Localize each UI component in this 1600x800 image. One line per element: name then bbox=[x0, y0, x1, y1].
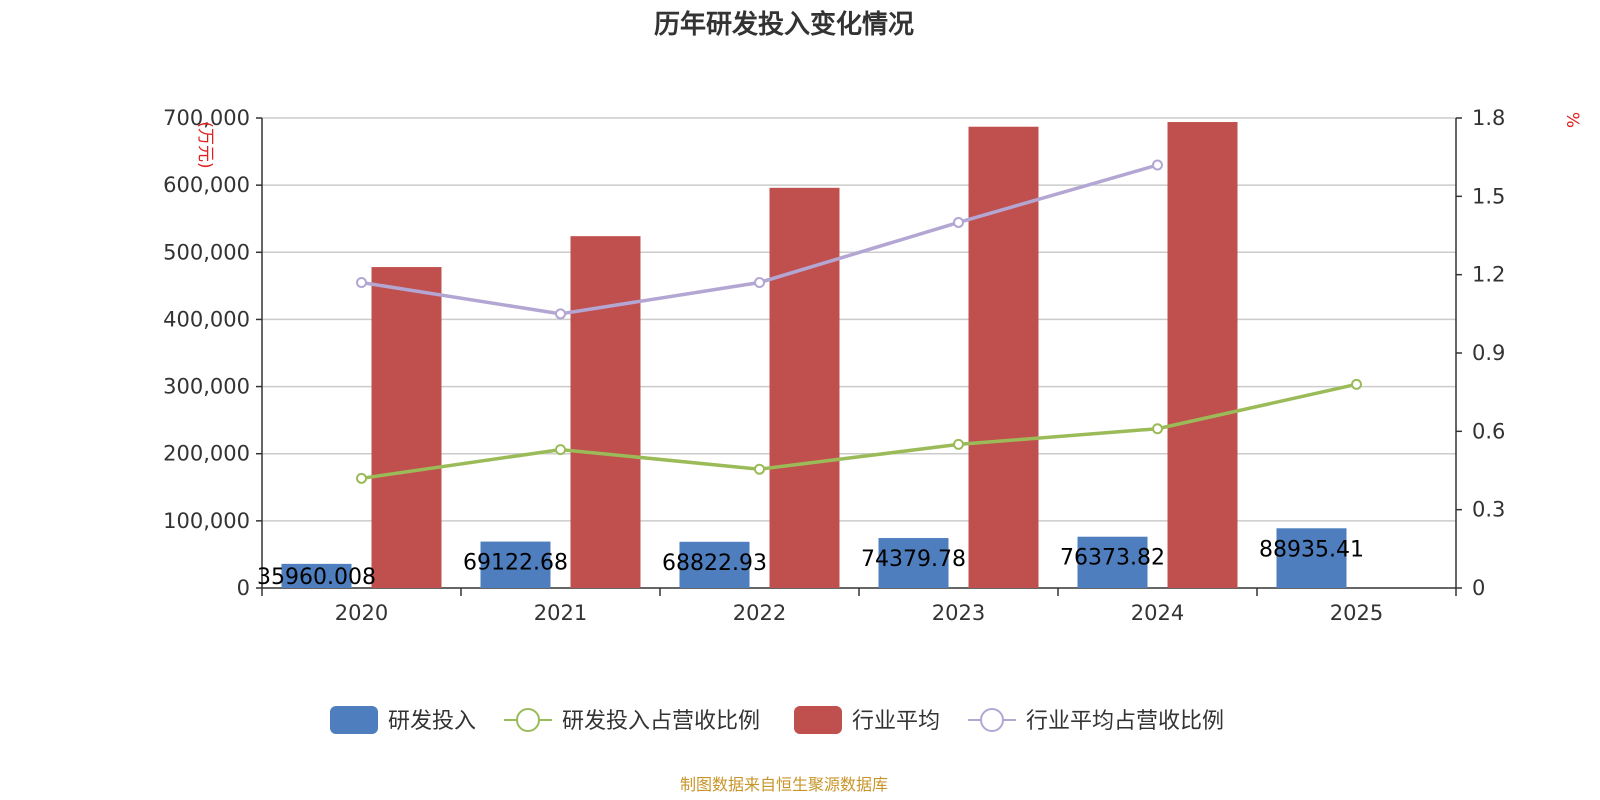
line-point bbox=[754, 277, 765, 288]
left-axis-tick-label: 0 bbox=[237, 576, 250, 600]
legend-item: 研发投入 bbox=[330, 706, 476, 734]
left-axis-tick-label: 200,000 bbox=[163, 442, 250, 466]
right-axis-tick-label: 0 bbox=[1472, 576, 1485, 600]
x-axis-tick-label: 2021 bbox=[534, 601, 587, 625]
line-point bbox=[1152, 159, 1163, 171]
bar-rd-investment bbox=[1077, 536, 1148, 588]
bar-rd-investment bbox=[679, 541, 750, 588]
data-labels: 35960.008 69122.68 68822.93 74379.78 76373.8… bbox=[257, 537, 1364, 590]
right-axis-tick-label: 0.9 bbox=[1472, 341, 1505, 365]
legend-swatch bbox=[794, 706, 842, 734]
bar-data-label: 68822.93 bbox=[662, 551, 767, 576]
line-point bbox=[555, 308, 566, 320]
line-point bbox=[1351, 378, 1362, 390]
left-axis-tick-label: 500,000 bbox=[163, 240, 250, 264]
left-axis-tick-label: 400,000 bbox=[163, 307, 250, 331]
bar-rd-investment bbox=[878, 538, 949, 588]
line-point bbox=[953, 216, 964, 228]
line-point bbox=[953, 438, 964, 450]
legend-label: 研发投入 bbox=[388, 709, 476, 734]
bar-industry-average bbox=[371, 267, 442, 588]
legend-item: 行业平均占营收比例 bbox=[968, 708, 1224, 734]
line-point bbox=[555, 444, 566, 456]
chart-title: 历年研发投入变化情况 bbox=[654, 9, 914, 40]
legend-label: 行业平均 bbox=[852, 709, 940, 734]
right-axis-tick-label: 1.2 bbox=[1472, 263, 1505, 287]
line-series-1 bbox=[361, 382, 1357, 481]
right-axis-tick-label: 1.5 bbox=[1472, 184, 1505, 208]
data-source-note: 制图数据来自恒生聚源数据库 bbox=[680, 775, 888, 794]
legend-swatch-marker bbox=[980, 708, 1004, 732]
right-axis-tick-label: 0.6 bbox=[1472, 419, 1505, 443]
x-axis-tick-label: 2020 bbox=[335, 601, 388, 625]
bar-industry-average bbox=[769, 187, 840, 589]
legend-swatch bbox=[330, 706, 378, 734]
bar-data-label: 35960.008 bbox=[257, 565, 376, 590]
x-axis-tick-label: 2023 bbox=[932, 601, 985, 625]
bar-rd-investment bbox=[480, 541, 551, 588]
line-point bbox=[1152, 423, 1163, 435]
bar-industry-average bbox=[570, 236, 641, 588]
right-axis-unit: % bbox=[1562, 112, 1582, 128]
line-point bbox=[754, 463, 765, 475]
bar-data-label: 69122.68 bbox=[463, 551, 568, 576]
left-axis-tick-label: 600,000 bbox=[163, 173, 250, 197]
line-point bbox=[356, 277, 367, 288]
bar-data-label: 74379.78 bbox=[861, 547, 966, 572]
legend-label: 研发投入占营收比例 bbox=[562, 709, 760, 734]
left-axis-tick-label: 300,000 bbox=[163, 375, 250, 399]
lines bbox=[356, 159, 1362, 484]
left-axis-unit: (万元) bbox=[195, 121, 215, 168]
right-axis-tick-label: 1.8 bbox=[1472, 106, 1505, 130]
bars bbox=[281, 122, 1347, 589]
line-point bbox=[356, 472, 367, 484]
left-axis-tick-label: 700,000 bbox=[163, 106, 250, 130]
x-axis-tick-label: 2022 bbox=[733, 601, 786, 625]
bar-rd-investment bbox=[281, 563, 352, 588]
bar-industry-average bbox=[968, 126, 1039, 588]
bar-data-label: 88935.41 bbox=[1259, 537, 1364, 562]
legend: 研发投入 研发投入占营收比例 行业平均 行业平均占营收比例 bbox=[330, 706, 1224, 734]
x-axis-tick-label: 2024 bbox=[1131, 601, 1184, 625]
bar-industry-average bbox=[1167, 122, 1238, 589]
bar-data-label: 76373.82 bbox=[1060, 546, 1165, 571]
x-axis-tick-label: 2025 bbox=[1330, 601, 1383, 625]
right-axis-tick-label: 0.3 bbox=[1472, 498, 1505, 522]
legend-item: 研发投入占营收比例 bbox=[504, 708, 760, 734]
legend-item: 行业平均 bbox=[794, 706, 940, 734]
bar-rd-investment bbox=[1276, 528, 1347, 588]
legend-label: 行业平均占营收比例 bbox=[1026, 709, 1224, 734]
axes: 0 100,000 200,000 300,000 400,000 500,000 600,… bbox=[163, 106, 1505, 625]
legend-swatch-marker bbox=[516, 708, 540, 732]
left-axis-tick-label: 100,000 bbox=[163, 509, 250, 533]
